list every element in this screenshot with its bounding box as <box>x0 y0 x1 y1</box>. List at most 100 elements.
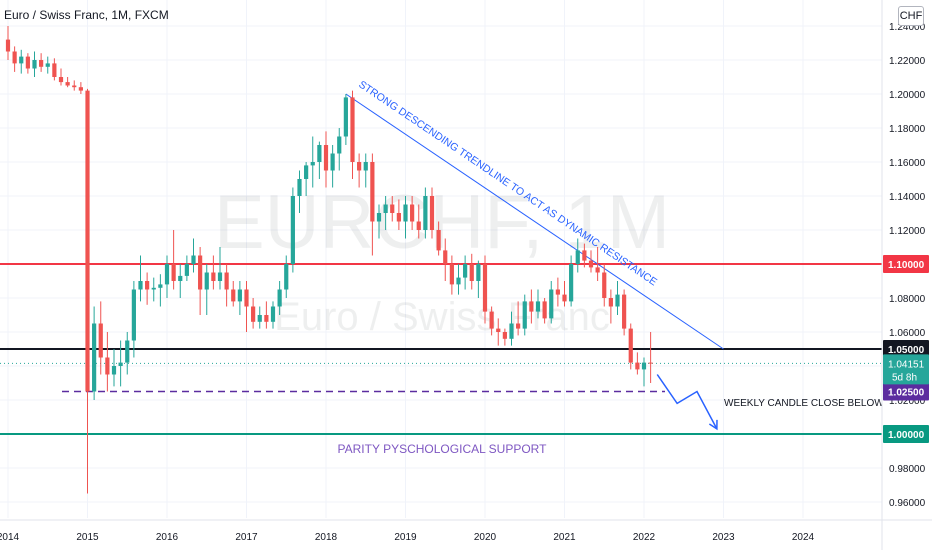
candle-body <box>257 315 262 322</box>
candle <box>615 281 620 315</box>
candle-body <box>65 82 70 86</box>
candle <box>111 349 117 387</box>
candle <box>211 255 216 290</box>
candle-body <box>635 362 640 370</box>
candle <box>641 357 647 387</box>
candle-body <box>138 281 143 290</box>
candle <box>443 238 448 281</box>
candle <box>595 247 600 281</box>
candle-body <box>270 306 276 322</box>
candle-body <box>164 264 170 285</box>
candle-body <box>357 162 362 171</box>
candle <box>125 332 130 375</box>
last-price-label: 1.04151 <box>888 359 925 370</box>
candle <box>350 90 355 179</box>
price-tick-label: 1.16000 <box>889 158 926 169</box>
candle <box>323 131 329 188</box>
candle-body <box>19 56 24 64</box>
candle <box>290 187 295 273</box>
candle <box>582 243 587 268</box>
candle <box>138 255 143 302</box>
time-tick-label: 2024 <box>792 532 815 543</box>
price-label-1.00000: 1.00000 <box>888 430 925 441</box>
candle <box>25 53 30 74</box>
price-label-bg <box>883 425 929 443</box>
candle <box>608 289 613 324</box>
candle-body <box>118 362 123 366</box>
candle-body <box>145 281 150 290</box>
time-tick-label: 2014 <box>0 532 20 543</box>
candle-body <box>171 264 176 281</box>
price-tick-label: 0.98000 <box>889 464 926 475</box>
candle-body <box>323 145 329 171</box>
candle-body <box>469 264 474 281</box>
candle <box>410 196 415 230</box>
candle-body <box>429 196 435 230</box>
candle <box>52 58 57 81</box>
candle-body <box>105 357 110 375</box>
candle <box>628 323 633 370</box>
candle <box>648 332 653 383</box>
candle-body <box>542 301 547 319</box>
candle-body <box>12 51 17 64</box>
candle-body <box>98 323 103 358</box>
candle-body <box>5 39 11 52</box>
candle <box>390 196 395 222</box>
candle <box>343 94 348 145</box>
candle-body <box>562 294 567 302</box>
candle-body <box>482 264 488 312</box>
candle-body <box>502 332 507 339</box>
candle <box>363 153 368 188</box>
candle-body <box>575 250 580 264</box>
time-tick-label: 2022 <box>633 532 656 543</box>
candle-body <box>151 287 156 290</box>
candle <box>284 255 289 298</box>
candle <box>270 301 276 329</box>
candle-body <box>529 301 534 312</box>
candle <box>297 170 302 213</box>
candle <box>45 56 50 74</box>
candle <box>231 281 236 307</box>
time-tick-label: 2019 <box>394 532 417 543</box>
candle <box>542 298 547 324</box>
candle <box>5 26 11 60</box>
price-label-1.10000: 1.10000 <box>888 260 925 271</box>
candle <box>85 88 90 494</box>
candle-body <box>602 272 607 298</box>
price-tick-label: 0.96000 <box>889 498 926 509</box>
bar-countdown-label: 5d 8h <box>892 372 917 383</box>
candle-body <box>350 97 355 162</box>
candle <box>602 264 607 307</box>
candle-body <box>178 275 183 281</box>
candle <box>502 328 507 346</box>
candle <box>237 281 242 315</box>
candle <box>549 281 554 324</box>
candle <box>489 306 494 336</box>
candle <box>396 199 401 230</box>
candle <box>429 187 435 239</box>
candle-body <box>449 264 454 285</box>
candle <box>151 277 156 302</box>
candle <box>145 272 150 305</box>
candle-body <box>383 204 388 213</box>
price-tick-label: 1.24000 <box>889 22 926 33</box>
watermark-description: Euro / Swiss Franc <box>274 295 610 339</box>
currency-button[interactable]: CHF <box>898 6 924 26</box>
candle <box>105 332 110 392</box>
candle-body <box>85 90 90 392</box>
candle-body <box>363 162 368 171</box>
candle-body <box>158 284 163 288</box>
candle <box>217 247 223 290</box>
candle <box>251 298 256 329</box>
price-axis-bg <box>882 0 932 550</box>
candle <box>416 204 421 239</box>
candle <box>575 238 580 273</box>
candle-body <box>622 294 627 329</box>
candle-body <box>582 250 587 261</box>
candle <box>423 187 428 239</box>
price-tick-label: 1.02000 <box>889 396 926 407</box>
candle <box>65 77 70 88</box>
candle <box>198 247 203 315</box>
candle-body <box>52 63 57 77</box>
